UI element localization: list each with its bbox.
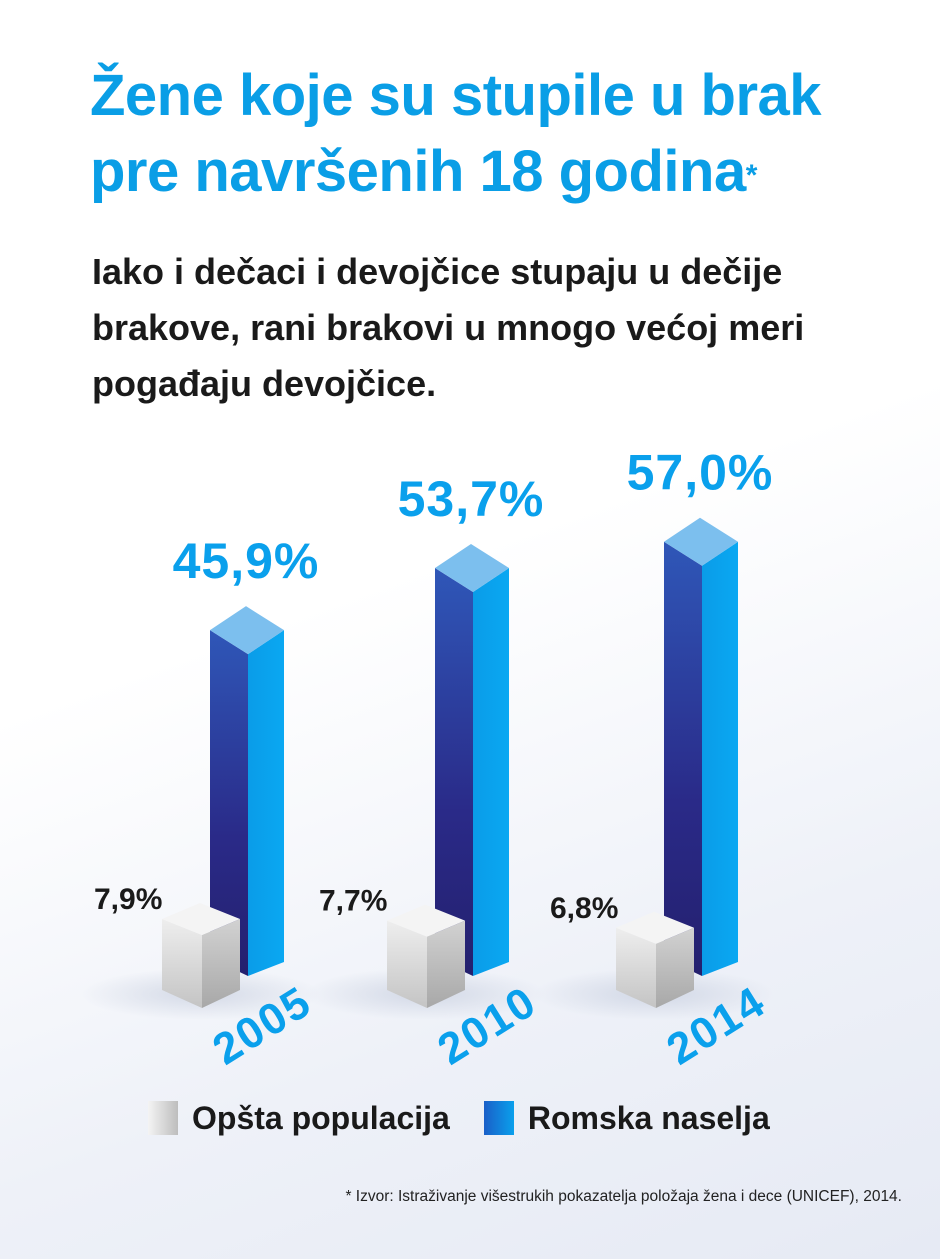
bar-roma-top-2005 — [210, 606, 284, 655]
value-label-roma-2010: 53,7% — [398, 471, 545, 527]
source-footnote: * Izvor: Istraživanje višestrukih pokaza… — [345, 1188, 902, 1205]
bar-group-2014: 57,0%6,8%2014 — [550, 445, 774, 1075]
bar-general-2014 — [616, 927, 656, 1008]
bar-general-2005 — [162, 919, 202, 1008]
bar-general-top-2014 — [616, 911, 694, 944]
legend-item-roma: Romska naselja — [483, 1099, 770, 1137]
legend-item-general: Opšta populacija — [148, 1100, 450, 1137]
bar-general-top-2005 — [162, 903, 240, 936]
chart-title: Žene koje su stupile u brak pre navršeni… — [90, 58, 910, 210]
legend-label-general: Opšta populacija — [192, 1099, 450, 1136]
chart-title-text: Žene koje su stupile u brak pre navršeni… — [90, 63, 822, 204]
value-label-general-2010: 7,7% — [319, 885, 387, 918]
bar-general-side-2010 — [427, 920, 465, 1008]
legend-swatch-roma — [483, 1101, 514, 1135]
value-label-roma-2005: 45,9% — [173, 533, 320, 589]
value-label-roma-2014: 57,0% — [627, 445, 774, 501]
bar-roma-2005 — [248, 630, 284, 976]
bar-roma-2014 — [702, 541, 738, 976]
legend-swatch-general — [148, 1101, 178, 1135]
bar-roma-side-2005 — [210, 630, 248, 976]
bar-general-side-2014 — [656, 927, 694, 1008]
bar-roma-side-2014 — [664, 541, 702, 976]
bar-general-top-2010 — [387, 904, 465, 937]
title-footnote-marker: * — [745, 159, 758, 192]
bar-group-2010: 53,7%7,7%2010 — [319, 471, 545, 1075]
legend: Opšta populacija Romska naselja — [148, 1095, 804, 1141]
legend-label-roma: Romska naselja — [527, 1099, 770, 1136]
bar-roma-top-2014 — [664, 517, 738, 566]
chart-subtitle: Iako i dečaci i devojčice stupaju u deči… — [92, 251, 805, 404]
bar-general-side-2005 — [202, 919, 240, 1008]
bar-roma-side-2010 — [435, 568, 473, 976]
value-label-general-2014: 6,8% — [550, 892, 618, 925]
value-label-general-2005: 7,9% — [94, 883, 162, 916]
bar-general-2010 — [387, 920, 427, 1008]
bar-roma-top-2010 — [435, 544, 509, 593]
bar-roma-2010 — [473, 568, 509, 976]
